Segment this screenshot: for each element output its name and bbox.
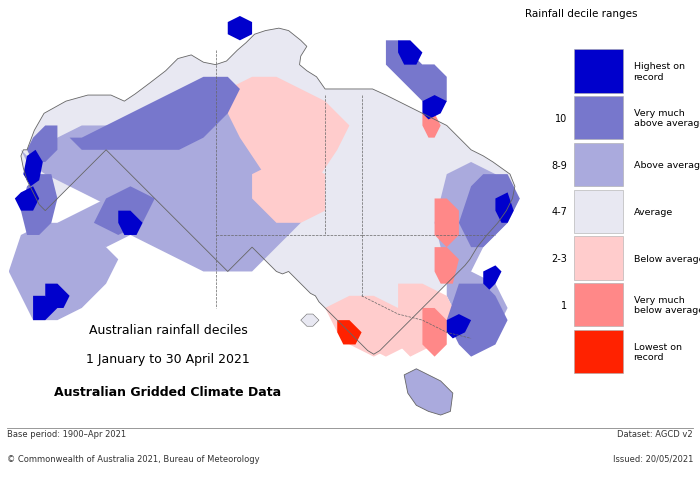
Polygon shape [23,151,43,187]
Text: 1: 1 [561,300,567,310]
Text: Rainfall decile ranges: Rainfall decile ranges [525,9,638,19]
Polygon shape [118,211,143,236]
Text: 2-3: 2-3 [551,253,567,264]
Polygon shape [228,17,252,41]
Polygon shape [33,296,57,321]
Polygon shape [422,96,447,120]
Polygon shape [252,163,325,223]
Polygon shape [349,308,410,357]
Polygon shape [15,187,39,211]
Bar [574,190,623,233]
Text: Average: Average [634,207,673,216]
Polygon shape [69,78,240,151]
Polygon shape [404,369,453,415]
Text: Very much
above average: Very much above average [634,109,700,128]
Polygon shape [447,314,471,339]
Text: Dataset: AGCD v2: Dataset: AGCD v2 [617,430,693,439]
Polygon shape [325,296,422,357]
Text: Australian Gridded Climate Data: Australian Gridded Climate Data [55,385,281,398]
Polygon shape [9,223,118,321]
Polygon shape [301,314,319,326]
Text: Base period: 1900–Apr 2021: Base period: 1900–Apr 2021 [7,430,126,439]
Polygon shape [435,163,519,284]
Polygon shape [447,272,508,345]
Polygon shape [337,321,362,345]
Text: Above average: Above average [634,161,700,169]
Text: © Commonwealth of Australia 2021, Bureau of Meteorology: © Commonwealth of Australia 2021, Bureau… [7,454,260,463]
Text: 8-9: 8-9 [552,160,567,170]
Polygon shape [496,193,514,223]
Text: 1 January to 30 April 2021: 1 January to 30 April 2021 [86,352,250,365]
Bar [574,144,623,187]
Polygon shape [398,41,422,65]
Polygon shape [21,102,276,223]
Polygon shape [46,284,69,308]
Bar [574,283,623,327]
Polygon shape [422,308,447,357]
Polygon shape [410,65,447,114]
Text: Australian rainfall deciles: Australian rainfall deciles [89,323,247,336]
Text: Lowest on
record: Lowest on record [634,342,682,361]
Bar [574,237,623,280]
Polygon shape [228,78,349,199]
Polygon shape [386,284,459,357]
Polygon shape [21,175,57,236]
Polygon shape [422,114,441,138]
Polygon shape [447,284,508,357]
Text: Below average: Below average [634,254,700,263]
Bar [574,50,623,94]
Polygon shape [94,187,155,236]
Polygon shape [21,29,515,354]
Text: Highest on
record: Highest on record [634,62,685,82]
Polygon shape [57,151,325,272]
Text: Issued: 20/05/2021: Issued: 20/05/2021 [612,454,693,463]
Polygon shape [435,199,459,248]
Text: 4-7: 4-7 [551,207,567,217]
Bar [574,330,623,373]
Polygon shape [435,248,459,284]
Polygon shape [27,126,57,163]
Text: 10: 10 [554,114,567,123]
Polygon shape [386,41,435,90]
Text: Very much
below average: Very much below average [634,295,700,315]
Polygon shape [459,175,519,248]
Bar [574,97,623,140]
Polygon shape [483,266,501,290]
